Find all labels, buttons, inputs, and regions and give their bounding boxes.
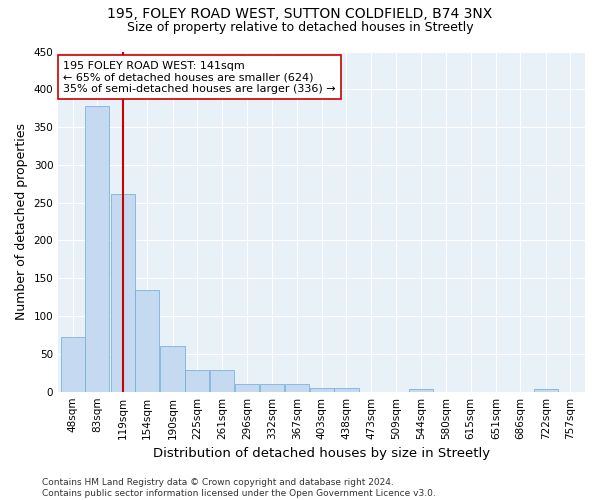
Text: Size of property relative to detached houses in Streetly: Size of property relative to detached ho… xyxy=(127,21,473,34)
Bar xyxy=(334,388,359,392)
Bar xyxy=(185,370,209,392)
Text: 195, FOLEY ROAD WEST, SUTTON COLDFIELD, B74 3NX: 195, FOLEY ROAD WEST, SUTTON COLDFIELD, … xyxy=(107,8,493,22)
Bar xyxy=(210,370,235,392)
Bar xyxy=(533,388,558,392)
Bar xyxy=(160,346,185,392)
Bar xyxy=(235,384,259,392)
Bar xyxy=(85,106,109,392)
Bar xyxy=(110,194,135,392)
Text: Contains HM Land Registry data © Crown copyright and database right 2024.
Contai: Contains HM Land Registry data © Crown c… xyxy=(42,478,436,498)
Bar xyxy=(310,388,334,392)
Bar xyxy=(284,384,309,392)
Bar xyxy=(260,384,284,392)
Text: 195 FOLEY ROAD WEST: 141sqm
← 65% of detached houses are smaller (624)
35% of se: 195 FOLEY ROAD WEST: 141sqm ← 65% of det… xyxy=(63,60,336,94)
X-axis label: Distribution of detached houses by size in Streetly: Distribution of detached houses by size … xyxy=(153,447,490,460)
Bar xyxy=(409,388,433,392)
Bar xyxy=(135,290,159,392)
Y-axis label: Number of detached properties: Number of detached properties xyxy=(15,123,28,320)
Bar xyxy=(61,338,85,392)
